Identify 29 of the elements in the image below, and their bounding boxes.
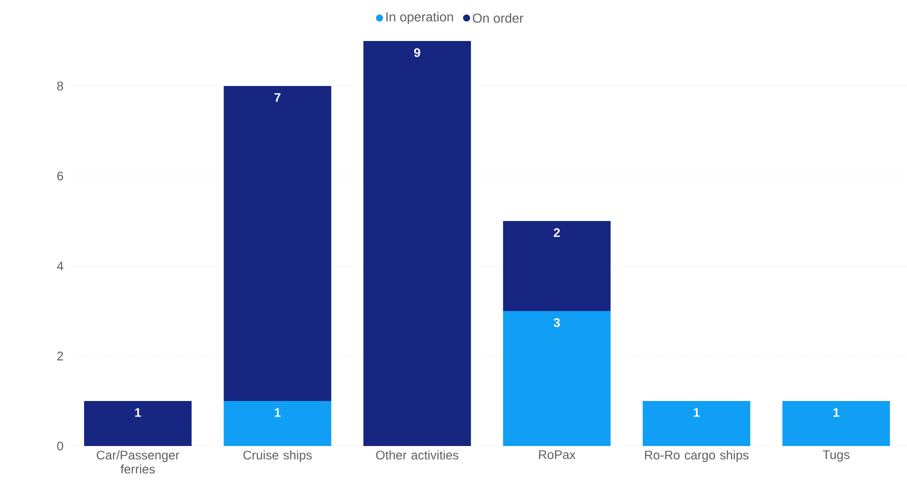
x-tick-label: Tugs: [822, 450, 850, 462]
y-tick-label: 0: [57, 442, 64, 450]
bar: [642, 400, 750, 446]
y-tick-label: 2: [57, 352, 64, 360]
x-tick-label: Other activities: [376, 450, 458, 460]
data-label: 3: [554, 318, 560, 328]
y-tick-label: 4: [56, 262, 64, 270]
x-tick-label: Cruise ships: [243, 450, 312, 462]
bar: [224, 400, 332, 446]
y-tick-label: 6: [57, 172, 64, 180]
data-label: 1: [135, 408, 141, 417]
bar: [84, 400, 192, 446]
bar: [363, 40, 471, 446]
x-tick-label: Car/Passenger ferries: [96, 450, 180, 474]
data-label: 9: [414, 48, 420, 58]
bar: [782, 400, 890, 446]
bar: [503, 220, 611, 311]
data-label: 1: [694, 408, 700, 417]
data-label: 7: [274, 93, 280, 102]
data-label: 2: [554, 228, 560, 237]
bar: [503, 310, 611, 446]
data-label: 1: [274, 408, 281, 417]
x-tick-label: Ro-Ro cargo ships: [645, 450, 748, 462]
legend-label: In operation: [386, 12, 453, 24]
y-tick-label: 8: [57, 82, 64, 90]
legend-label: On order: [472, 13, 524, 23]
data-label: 1: [833, 408, 840, 417]
x-tick-label: RoPax: [539, 450, 576, 460]
bar: [224, 86, 332, 401]
